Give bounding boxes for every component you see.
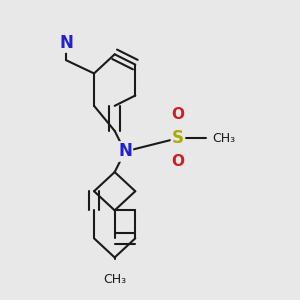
Text: N: N <box>59 34 73 52</box>
Text: N: N <box>118 142 132 160</box>
Text: CH₃: CH₃ <box>212 132 235 145</box>
Text: O: O <box>172 154 184 169</box>
Text: S: S <box>172 129 184 147</box>
Text: O: O <box>172 107 184 122</box>
Text: CH₃: CH₃ <box>103 273 126 286</box>
